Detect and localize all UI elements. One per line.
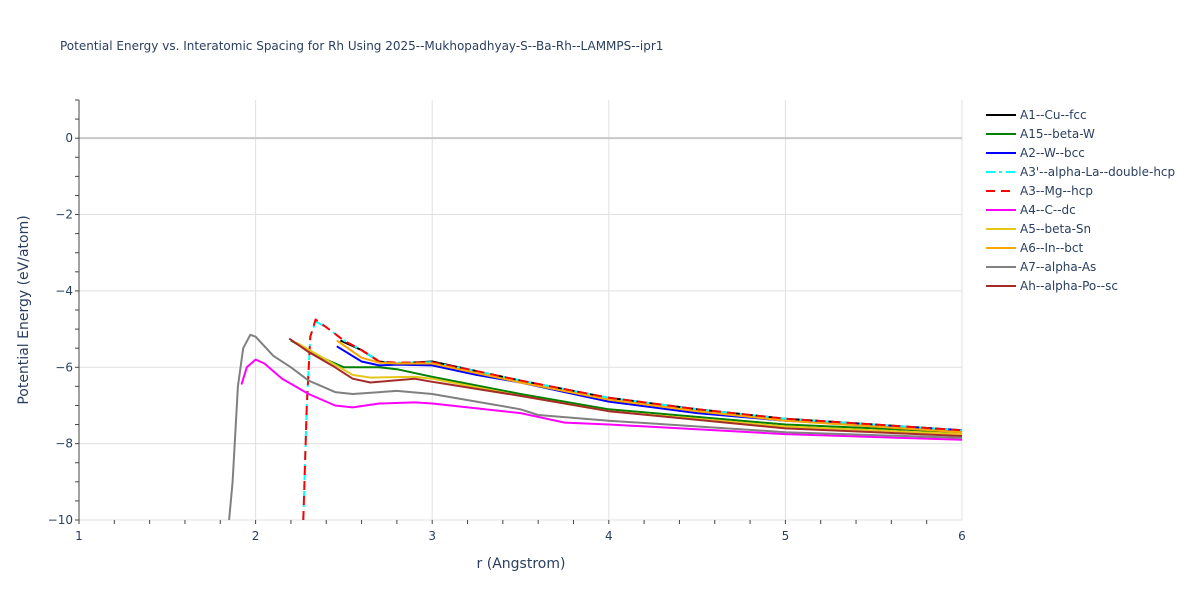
y-tick-label: 0 xyxy=(65,131,73,145)
legend-label: A4--C--dc xyxy=(1020,203,1076,217)
chart-title: Potential Energy vs. Interatomic Spacing… xyxy=(60,39,663,53)
x-tick-label: 3 xyxy=(428,529,436,543)
x-tick-label: 5 xyxy=(782,529,790,543)
legend-label: A1--Cu--fcc xyxy=(1020,108,1087,122)
y-tick-label: −6 xyxy=(55,360,73,374)
ticks: 1 2 3 4 5 6 0 −2 −4 −6 −8 −10 xyxy=(48,99,966,543)
legend-label: A3--Mg--hcp xyxy=(1020,184,1093,198)
series-line-A3--Mg--hcp xyxy=(302,318,963,521)
y-tick-label: −8 xyxy=(55,437,73,451)
x-tick-label: 1 xyxy=(75,529,83,543)
series-line-A4--C--dc xyxy=(240,358,963,441)
x-tick-label: 6 xyxy=(958,529,966,543)
series-lines xyxy=(228,318,963,521)
legend-label: A2--W--bcc xyxy=(1020,146,1085,160)
series-line-A2--W--bcc xyxy=(336,345,963,432)
x-axis-label: r (Angstrom) xyxy=(477,556,566,572)
series-line-A15--beta-W xyxy=(290,339,963,434)
series-line-Ah--alpha-Po--sc xyxy=(288,337,963,437)
grid xyxy=(78,100,963,521)
legend: A1--Cu--fcc A15--beta-W A2--W--bcc A3'--alp… xyxy=(986,108,1175,293)
y-tick-label: −4 xyxy=(55,284,73,298)
series-line-A5--beta-Sn xyxy=(295,341,963,436)
y-axis-label: Potential Energy (eV/atom) xyxy=(16,215,32,404)
legend-label: A6--In--bct xyxy=(1020,241,1084,255)
x-tick-label: 2 xyxy=(252,529,260,543)
series-line-A7--alpha-As xyxy=(228,333,963,521)
y-tick-label: −10 xyxy=(48,513,73,527)
legend-label: A7--alpha-As xyxy=(1020,260,1096,274)
legend-label: A5--beta-Sn xyxy=(1020,222,1091,236)
x-tick-label: 4 xyxy=(605,529,613,543)
legend-label: A3'--alpha-La--double-hcp xyxy=(1020,165,1175,179)
y-tick-label: −2 xyxy=(55,208,73,222)
series-line-A3'--alpha-La--double-hcp xyxy=(302,320,963,521)
series-line-A6--In--bct xyxy=(336,339,963,434)
legend-label: A15--beta-W xyxy=(1020,127,1095,141)
series-line-A1--Cu--fcc xyxy=(339,339,963,432)
legend-label: Ah--alpha-Po--sc xyxy=(1020,279,1118,293)
